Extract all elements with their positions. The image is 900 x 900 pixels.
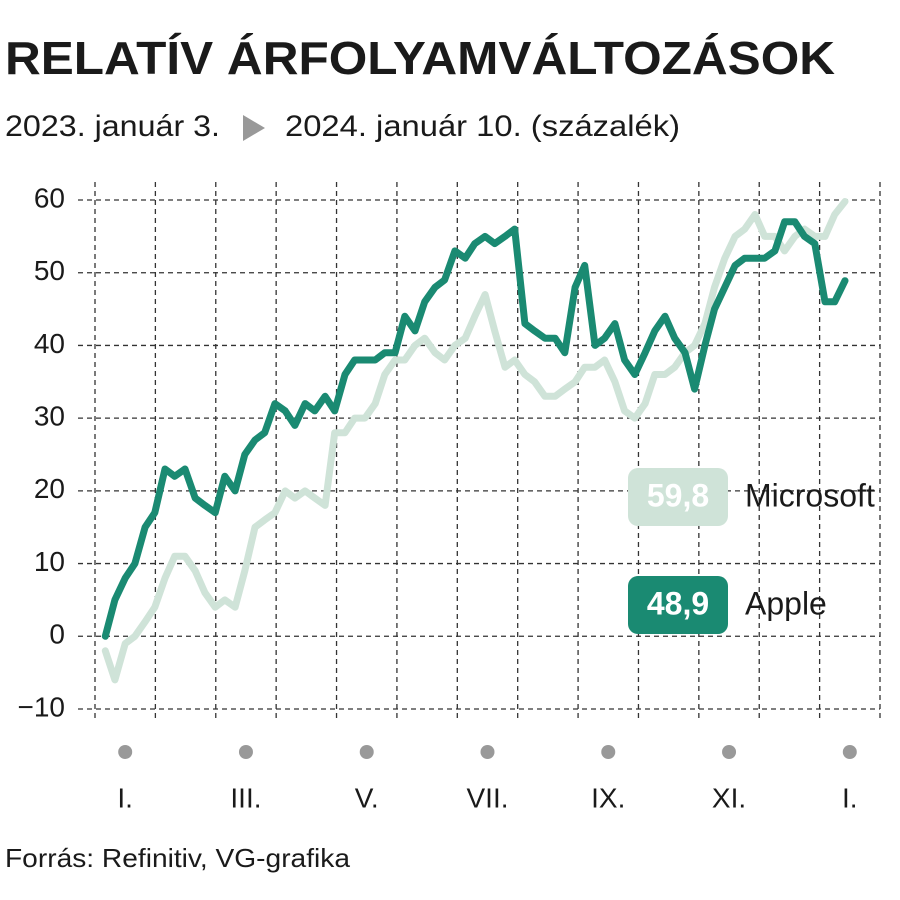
subtitle-end: 2024. január 10. (százalék) — [285, 110, 680, 143]
legend-swatch — [628, 468, 728, 526]
x-tick-label: V. — [355, 782, 379, 813]
y-tick-label: 60 — [34, 182, 65, 213]
legend-swatch — [628, 576, 728, 634]
x-tick-dot — [480, 745, 495, 759]
x-tick-dot — [238, 745, 253, 759]
legend-value: 48,9 — [647, 585, 709, 621]
y-tick-label: 10 — [34, 546, 65, 577]
chart-title: RELATÍV ÁRFOLYAMVÁLTOZÁSOK — [5, 32, 835, 84]
x-tick-label: VII. — [466, 782, 508, 813]
x-tick-label: IX. — [591, 782, 625, 813]
y-tick-label: 30 — [34, 401, 65, 432]
x-tick-dot — [118, 745, 133, 759]
arrow-icon — [243, 115, 265, 141]
x-tick-dot — [842, 745, 857, 759]
x-tick-label: I. — [842, 782, 858, 813]
y-tick-label: 50 — [34, 255, 65, 286]
x-tick-dot — [722, 745, 737, 759]
y-tick-label: 20 — [34, 473, 65, 504]
series-line — [101, 218, 849, 640]
subtitle-start: 2023. január 3. — [5, 110, 220, 143]
legend-value: 59,8 — [647, 477, 709, 513]
x-tick-label: III. — [230, 782, 261, 813]
source: Forrás: Refinitiv, VG-grafika — [5, 843, 351, 873]
legend-label: Apple — [745, 585, 827, 621]
x-tick-label: I. — [117, 782, 133, 813]
legend-label: Microsoft — [745, 477, 875, 513]
y-tick-label: 40 — [34, 328, 65, 359]
y-tick-label: 0 — [49, 619, 65, 650]
x-tick-dot — [601, 745, 616, 759]
x-tick-label: XI. — [712, 782, 746, 813]
y-tick-label: −10 — [18, 691, 66, 722]
x-tick-dot — [359, 745, 374, 759]
series-line — [101, 198, 849, 684]
